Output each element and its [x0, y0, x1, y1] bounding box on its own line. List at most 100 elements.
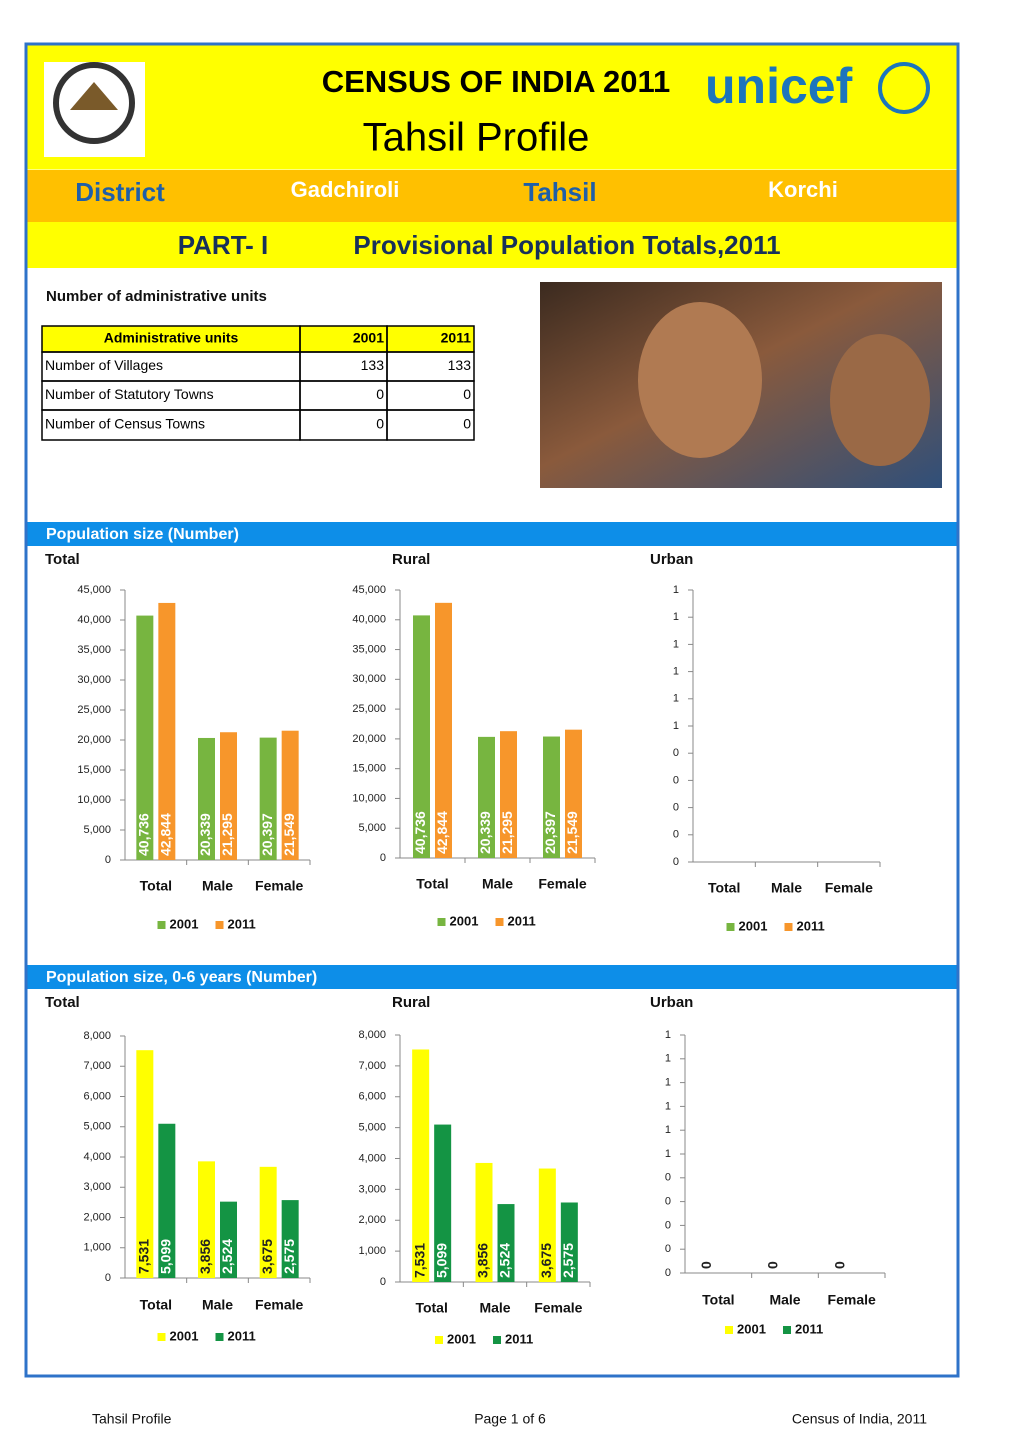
y-tick-label: 0 — [673, 774, 679, 786]
y-tick-label: 35,000 — [352, 643, 386, 655]
bar — [434, 1124, 452, 1282]
y-tick-label: 1 — [665, 1053, 671, 1065]
bar — [220, 1201, 237, 1278]
y-tick-label: 30,000 — [77, 674, 111, 686]
bar — [259, 737, 277, 860]
y-tick-label: 40,000 — [77, 614, 111, 626]
data-label: 20,339 — [197, 813, 213, 856]
photo-face — [830, 334, 930, 466]
y-tick-label: 1 — [665, 1077, 671, 1089]
y-tick-label: 1 — [665, 1029, 671, 1041]
data-label: 2,575 — [560, 1243, 576, 1278]
y-tick-label: 10,000 — [77, 794, 111, 806]
bar — [565, 729, 582, 858]
x-tick-label: Total — [140, 1297, 172, 1313]
legend-swatch — [726, 923, 735, 931]
chart-title: Urban — [650, 994, 693, 1011]
district: Gadchiroli — [291, 177, 400, 202]
data-label: 21,295 — [499, 811, 515, 854]
data-label: 0 — [765, 1261, 781, 1269]
y-tick-label: 0 — [665, 1243, 671, 1255]
y-tick-label: 20,000 — [352, 733, 386, 745]
x-tick-label: Female — [255, 1297, 303, 1313]
y-tick-label: 15,000 — [77, 764, 111, 776]
bar — [158, 602, 176, 860]
y-tick-label: 1 — [673, 638, 679, 650]
bar — [475, 1162, 493, 1282]
bar — [413, 615, 430, 858]
x-tick-label: Female — [534, 1300, 582, 1316]
data-label: 2,524 — [219, 1239, 235, 1274]
y-tick-label: 0 — [665, 1267, 671, 1279]
legend-swatch — [437, 918, 446, 926]
y-tick-label: 1 — [673, 666, 679, 678]
y-tick-label: 20,000 — [77, 734, 111, 746]
y-tick-label: 4,000 — [358, 1152, 386, 1164]
x-tick-label: Male — [771, 880, 802, 896]
legend-label: 2011 — [508, 913, 536, 928]
legend-swatch — [493, 1336, 501, 1344]
table-cell-text: 0 — [376, 386, 384, 402]
y-tick-label: 7,000 — [358, 1060, 386, 1072]
bar — [136, 1050, 154, 1278]
x-tick-label: Male — [769, 1292, 800, 1308]
data-label: 21,549 — [564, 811, 580, 854]
data-label: 0 — [698, 1261, 714, 1269]
admin-title: Number of administrative units — [46, 288, 267, 305]
tahsil-label: Tahsil — [523, 177, 596, 207]
data-label: 20,397 — [259, 813, 275, 856]
y-tick-label: 30,000 — [352, 673, 386, 685]
footer-right: Census of India, 2011 — [792, 1411, 927, 1427]
y-tick-label: 2,000 — [83, 1211, 111, 1223]
y-tick-label: 5,000 — [83, 1121, 111, 1133]
chart-title: Total — [45, 551, 80, 568]
data-label: 40,736 — [412, 811, 428, 854]
bar — [136, 615, 154, 860]
data-label: 2,575 — [281, 1239, 297, 1274]
legend-swatch — [435, 1336, 443, 1344]
x-tick-label: Female — [828, 1292, 876, 1308]
table-cell-text: 133 — [361, 357, 385, 373]
y-tick-label: 1 — [665, 1100, 671, 1112]
legend-label: 2001 — [737, 1321, 766, 1336]
y-tick-label: 5,000 — [83, 824, 111, 836]
section-band — [27, 522, 957, 546]
footer-center: Page 1 of 6 — [474, 1411, 546, 1427]
x-tick-label: Male — [479, 1300, 510, 1316]
legend-label: 2001 — [739, 918, 768, 933]
y-tick-label: 1,000 — [83, 1242, 111, 1254]
y-tick-label: 7,000 — [83, 1060, 111, 1072]
census-logo-emblem — [70, 82, 118, 110]
legend-label: 2001 — [170, 1328, 199, 1343]
legend-label: 2011 — [228, 916, 256, 931]
x-tick-label: Total — [702, 1292, 734, 1308]
part-band — [27, 222, 957, 268]
y-tick-label: 8,000 — [83, 1030, 111, 1042]
legend-label: 2011 — [797, 918, 825, 933]
x-tick-label: Female — [825, 880, 873, 896]
y-tick-label: 45,000 — [77, 584, 111, 596]
legend-swatch — [784, 923, 793, 931]
section-title: Population size (Number) — [46, 526, 239, 543]
footer-left: Tahsil Profile — [92, 1411, 172, 1427]
y-tick-label: 1 — [665, 1148, 671, 1160]
y-tick-label: 0 — [105, 1272, 111, 1284]
legend-label: 2001 — [170, 916, 199, 931]
x-tick-label: Male — [482, 876, 513, 892]
y-tick-label: 0 — [673, 747, 679, 759]
legend-label: 2011 — [795, 1321, 823, 1336]
x-tick-label: Male — [202, 878, 233, 894]
data-label: 3,675 — [538, 1243, 554, 1278]
bar — [198, 737, 215, 860]
title: CENSUS OF INDIA 2011 — [322, 64, 671, 99]
bar — [538, 1168, 556, 1282]
subtitle: Tahsil Profile — [363, 116, 590, 160]
y-tick-label: 35,000 — [77, 644, 111, 656]
table-header: 2011 — [441, 330, 472, 346]
chart-title: Total — [45, 994, 80, 1011]
x-tick-label: Female — [538, 876, 586, 892]
y-tick-label: 5,000 — [358, 1122, 386, 1134]
y-tick-label: 0 — [105, 854, 111, 866]
bar — [500, 731, 517, 858]
unicef-globe — [878, 62, 930, 114]
